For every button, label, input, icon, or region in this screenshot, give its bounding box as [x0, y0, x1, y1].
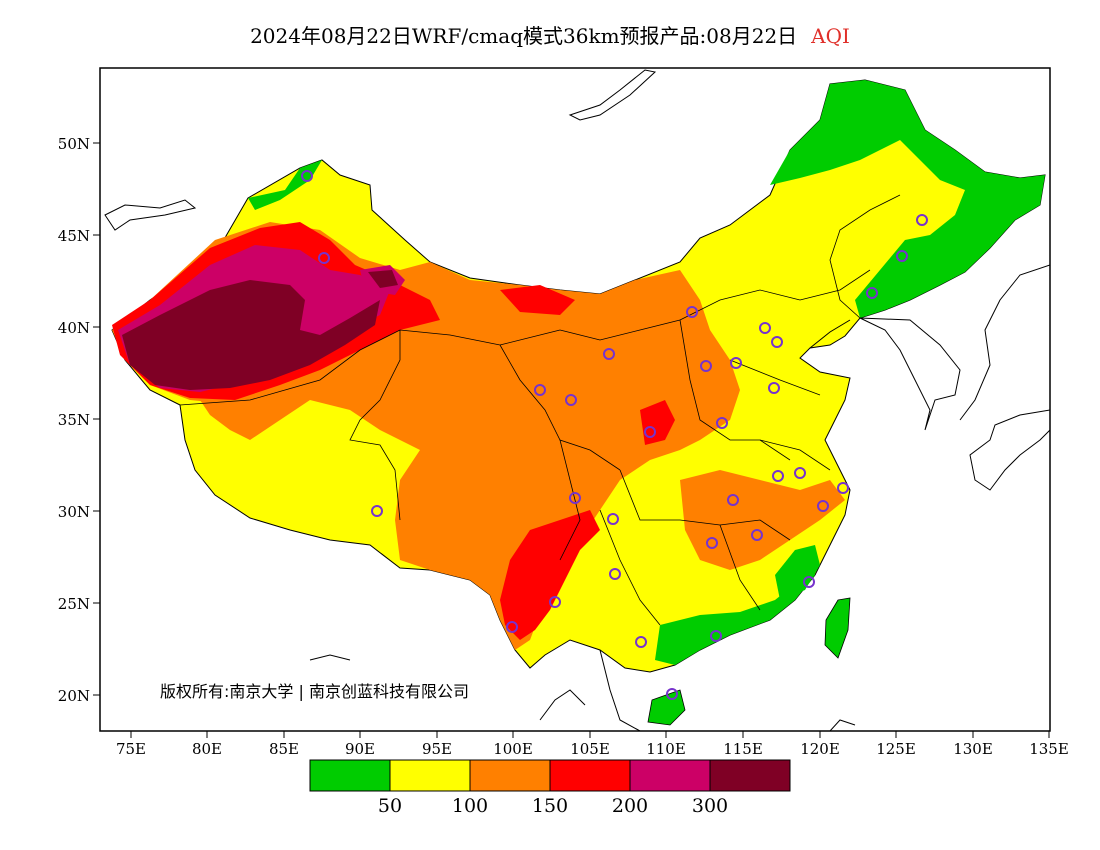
lon-label: 110E: [646, 740, 686, 758]
station-marker: [794, 467, 806, 479]
station-marker: [710, 630, 722, 642]
lat-label: 25N: [58, 595, 90, 613]
lon-label: 90E: [345, 740, 375, 758]
station-marker: [534, 384, 546, 396]
station-marker: [716, 417, 728, 429]
lon-label: 135E: [1029, 740, 1069, 758]
lat-label: 35N: [58, 411, 90, 429]
map-title: 2024年08月22日WRF/cmaq模式36km预报产品:08月22日 AQI: [0, 20, 1100, 49]
aqi-maroon-tarim: [122, 280, 380, 390]
aqi-green-south: [655, 570, 815, 665]
station-marker: [301, 170, 313, 182]
station-marker: [371, 505, 383, 517]
station-marker: [569, 492, 581, 504]
legend-swatch: [309, 759, 391, 792]
map-content: 版权所有:南京大学 | 南京创蓝科技有限公司: [104, 69, 1050, 731]
aqi-legend: 50 100 150 200 300: [309, 759, 791, 817]
legend-swatch: [709, 759, 791, 792]
station-markers: [301, 170, 928, 700]
lon-axis: 75E 80E 85E 90E 95E 100E 105E 110E 115E …: [116, 731, 1069, 758]
title-variable: AQI: [811, 24, 850, 48]
station-marker: [771, 336, 783, 348]
aqi-green-taiwan: [824, 597, 851, 659]
lon-label: 80E: [192, 740, 222, 758]
station-marker: [666, 688, 678, 700]
station-marker: [607, 513, 619, 525]
aqi-red-southwest: [500, 510, 600, 640]
map-frame: [99, 67, 1051, 732]
copyright-text: 版权所有:南京大学 | 南京创蓝科技有限公司: [160, 682, 469, 701]
lon-label: 100E: [493, 740, 533, 758]
legend-swatch: [389, 759, 471, 792]
station-marker: [686, 306, 698, 318]
lon-label: 125E: [876, 740, 916, 758]
lon-label: 130E: [953, 740, 993, 758]
station-marker: [706, 537, 718, 549]
station-marker: [837, 482, 849, 494]
legend-label: 200: [612, 795, 648, 817]
lat-label: 45N: [58, 227, 90, 245]
station-marker: [635, 636, 647, 648]
lon-label: 115E: [723, 740, 763, 758]
title-main: 2024年08月22日WRF/cmaq模式36km预报产品:08月22日: [250, 24, 798, 48]
lon-label: 105E: [570, 740, 610, 758]
lon-label: 85E: [269, 740, 299, 758]
aqi-red-gansu: [500, 285, 575, 315]
lat-label: 50N: [58, 135, 90, 153]
province-borders: [179, 194, 901, 626]
station-marker: [817, 500, 829, 512]
station-marker: [549, 596, 561, 608]
station-marker: [727, 494, 739, 506]
legend-label: 300: [692, 795, 728, 817]
station-marker: [751, 529, 763, 541]
station-marker: [565, 394, 577, 406]
legend-swatch: [549, 759, 631, 792]
lat-axis: 50N 45N 40N 35N 30N 25N 20N: [58, 135, 100, 705]
aqi-green-hainan: [647, 689, 686, 726]
station-marker: [896, 250, 908, 262]
station-marker: [916, 214, 928, 226]
legend-label: 150: [532, 795, 568, 817]
station-marker: [644, 426, 656, 438]
lat-label: 30N: [58, 503, 90, 521]
lat-label: 40N: [58, 319, 90, 337]
station-marker: [803, 576, 815, 588]
station-marker: [700, 360, 712, 372]
legend-label: 100: [452, 795, 488, 817]
legend-label: 50: [378, 795, 402, 817]
station-marker: [730, 357, 742, 369]
station-marker: [768, 382, 780, 394]
station-marker: [603, 348, 615, 360]
neighbour-coastlines: [104, 69, 1050, 731]
aqi-green-fujian: [775, 545, 820, 600]
station-marker: [609, 568, 621, 580]
station-marker: [759, 322, 771, 334]
aqi-orange-east: [680, 470, 845, 570]
aqi-red-center: [640, 400, 675, 445]
aqi-maroon-east: [368, 270, 398, 288]
station-marker: [772, 470, 784, 482]
lat-label: 20N: [58, 687, 90, 705]
lon-label: 75E: [116, 740, 146, 758]
lon-label: 120E: [800, 740, 840, 758]
legend-swatch: [469, 759, 551, 792]
station-marker: [866, 287, 878, 299]
station-marker: [506, 621, 518, 633]
aqi-green-northeast: [770, 80, 1045, 318]
legend-swatch: [629, 759, 711, 792]
station-marker: [318, 252, 330, 264]
lon-label: 95E: [422, 740, 452, 758]
